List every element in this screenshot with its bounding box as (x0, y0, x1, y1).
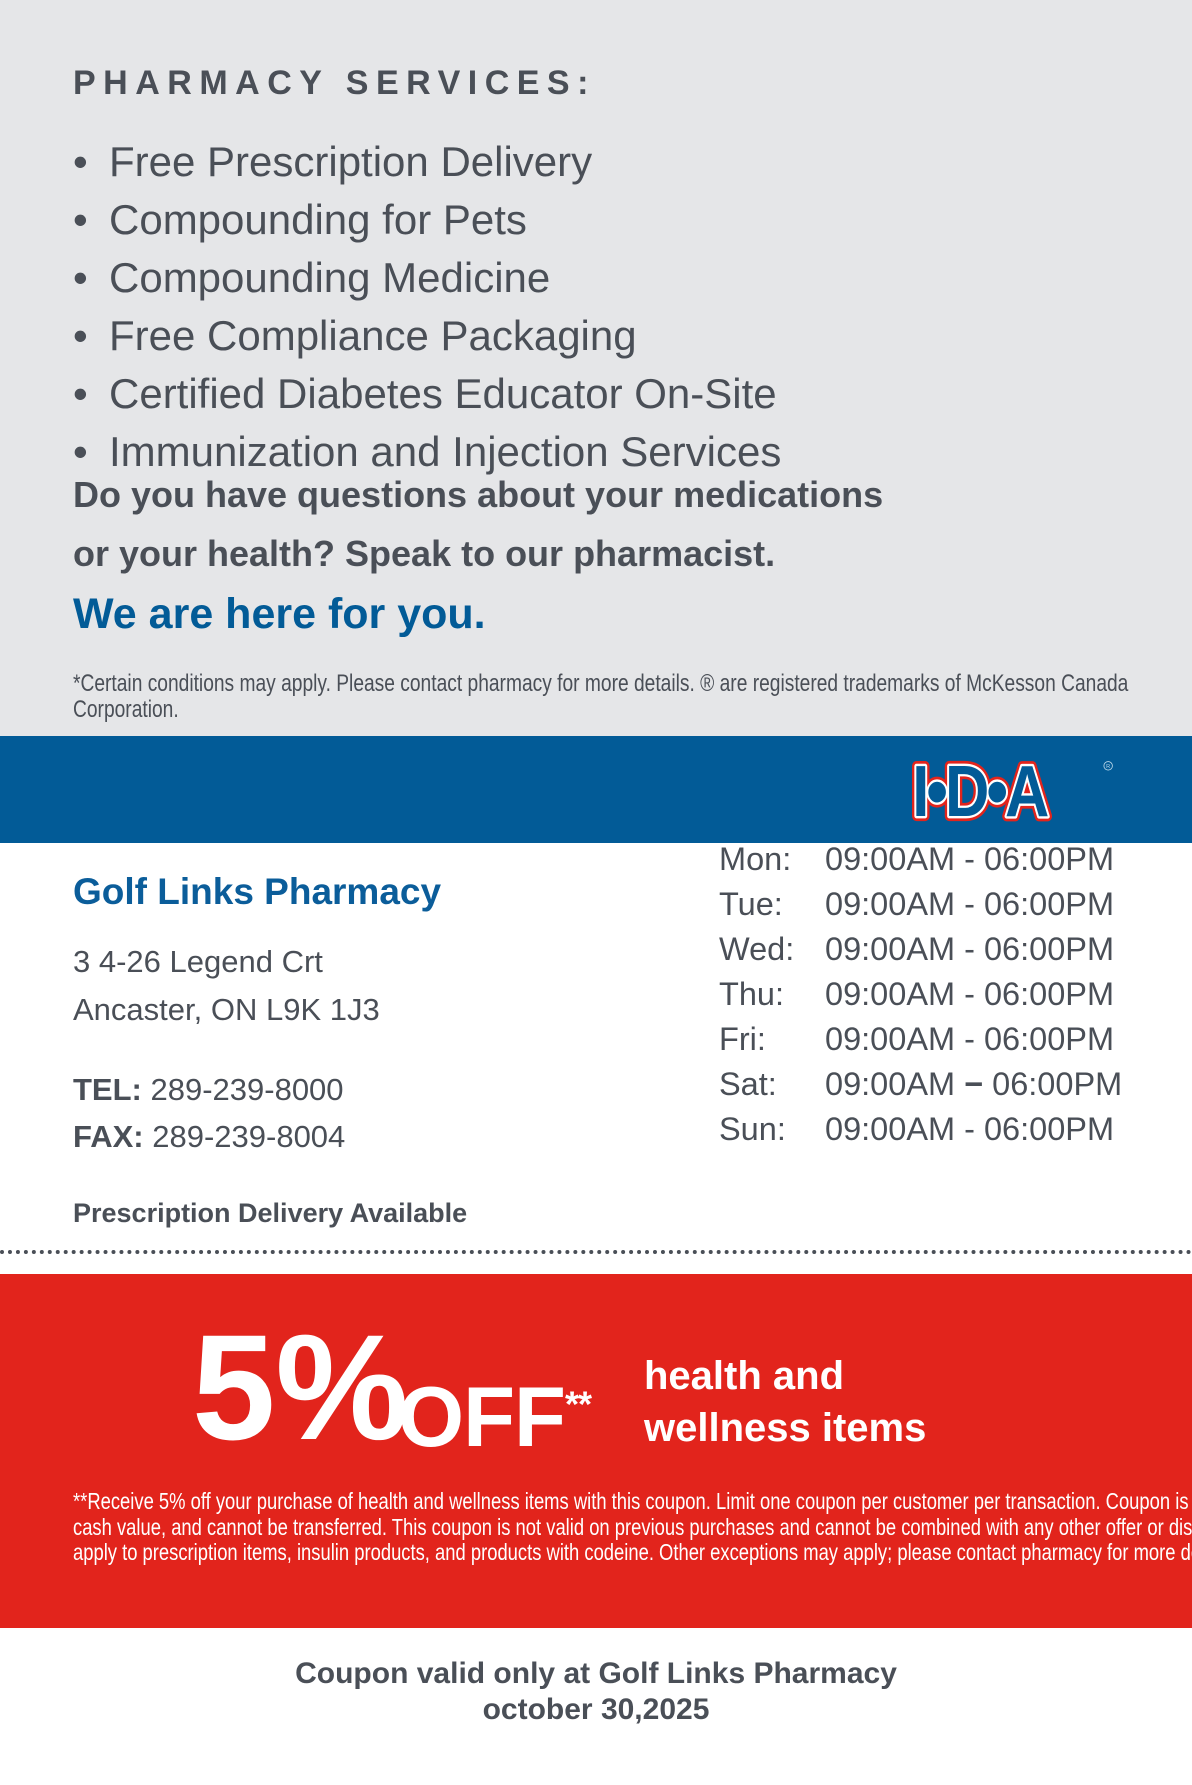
svg-text:I•D•A: I•D•A (912, 751, 1048, 832)
svg-text:R: R (1106, 764, 1110, 770)
